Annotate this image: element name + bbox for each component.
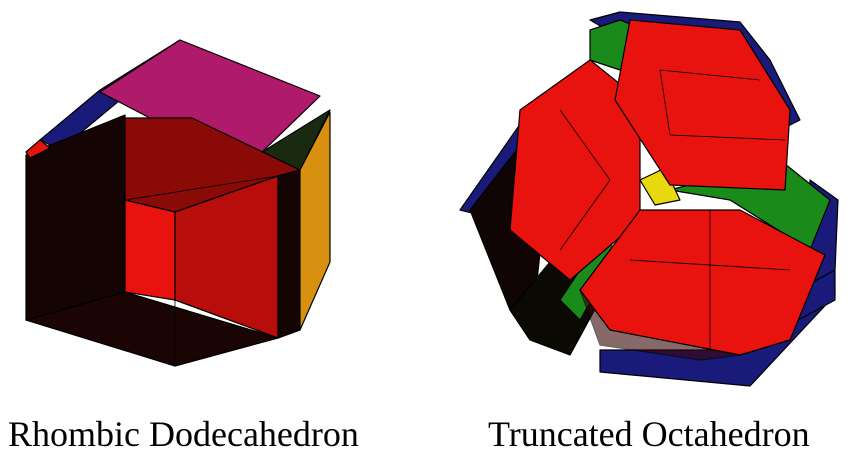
- truncated-octahedron-drawing: [440, 0, 862, 410]
- red-face-top-hex: [615, 20, 790, 190]
- red-face-front-left: [125, 200, 175, 300]
- rhombic-dodecahedron-drawing: [0, 0, 400, 410]
- truncated-octahedron-figure: [440, 0, 862, 410]
- caption-truncated-octahedron: Truncated Octahedron: [488, 412, 810, 456]
- black-face-right: [278, 170, 300, 338]
- caption-rhombic-dodecahedron: Rhombic Dodecahedron: [8, 412, 359, 456]
- rhombic-dodecahedron-figure: [0, 0, 400, 410]
